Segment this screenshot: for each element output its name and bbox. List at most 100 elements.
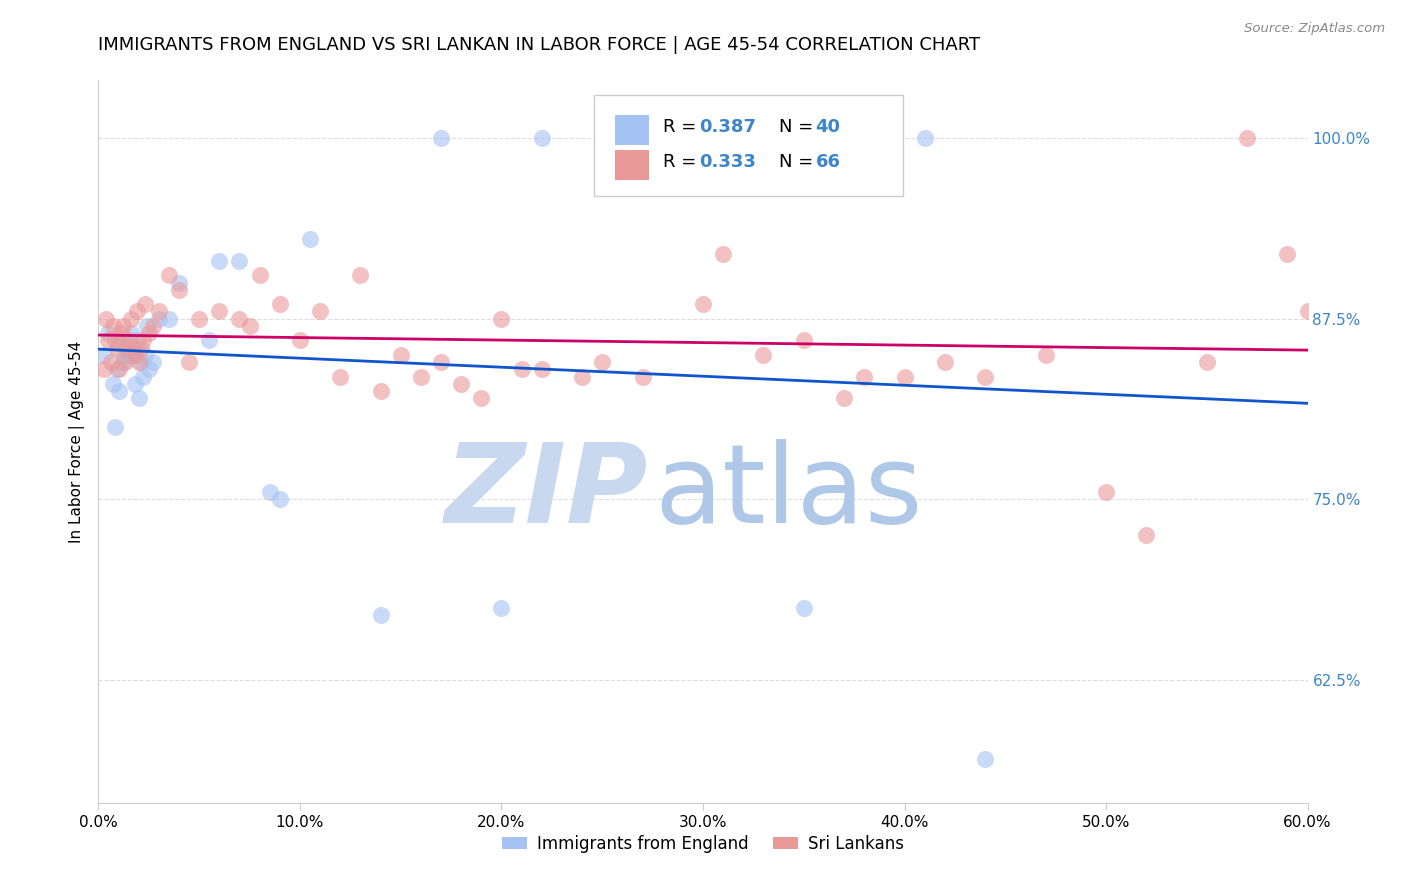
Point	[125, 334, 148, 348]
FancyBboxPatch shape	[614, 115, 648, 145]
Point	[692, 297, 714, 311]
Point	[120, 326, 142, 341]
Text: 0.387: 0.387	[699, 119, 756, 136]
Point	[103, 334, 125, 348]
Point	[208, 254, 231, 268]
Text: IMMIGRANTS FROM ENGLAND VS SRI LANKAN IN LABOR FORCE | AGE 45-54 CORRELATION CHA: IMMIGRANTS FROM ENGLAND VS SRI LANKAN IN…	[98, 36, 980, 54]
Point	[914, 131, 936, 145]
Point	[430, 355, 453, 369]
Point	[97, 334, 120, 348]
Text: Source: ZipAtlas.com: Source: ZipAtlas.com	[1244, 22, 1385, 36]
Point	[571, 369, 593, 384]
Point	[142, 318, 165, 333]
Point	[631, 369, 654, 384]
Point	[110, 326, 132, 341]
Point	[329, 369, 352, 384]
Point	[510, 362, 533, 376]
Text: R =: R =	[664, 119, 702, 136]
Point	[132, 369, 155, 384]
Point	[115, 341, 138, 355]
Point	[370, 607, 392, 622]
Point	[591, 355, 613, 369]
Point	[228, 311, 250, 326]
Point	[134, 348, 156, 362]
Point	[107, 362, 129, 376]
Point	[135, 318, 157, 333]
Point	[114, 348, 136, 362]
Point	[198, 334, 221, 348]
Point	[450, 376, 472, 391]
Point	[1296, 304, 1319, 318]
Point	[129, 341, 152, 355]
Point	[121, 348, 143, 362]
Point	[208, 304, 231, 318]
Point	[124, 348, 146, 362]
Point	[793, 600, 815, 615]
Point	[893, 369, 915, 384]
Point	[110, 334, 132, 348]
Text: N =: N =	[779, 119, 820, 136]
Point	[249, 268, 271, 283]
Point	[530, 362, 553, 376]
Point	[1195, 355, 1218, 369]
Text: 40: 40	[815, 119, 841, 136]
Point	[612, 131, 634, 145]
Point	[111, 318, 134, 333]
Point	[100, 355, 122, 369]
Point	[793, 334, 815, 348]
Text: R =: R =	[664, 153, 702, 171]
Point	[228, 254, 250, 268]
Y-axis label: In Labor Force | Age 45-54: In Labor Force | Age 45-54	[69, 341, 86, 542]
Point	[111, 355, 134, 369]
Point	[138, 326, 160, 341]
Point	[167, 276, 190, 290]
Point	[138, 362, 160, 376]
Point	[832, 391, 855, 405]
Point	[157, 311, 180, 326]
Point	[309, 304, 332, 318]
Point	[167, 283, 190, 297]
Point	[1277, 246, 1299, 260]
Text: 66: 66	[815, 153, 841, 171]
Point	[430, 131, 453, 145]
Point	[389, 348, 412, 362]
Point	[1035, 348, 1057, 362]
Point	[491, 311, 513, 326]
Text: N =: N =	[779, 153, 820, 171]
Point	[530, 131, 553, 145]
Point	[128, 355, 150, 369]
Point	[121, 341, 143, 355]
Point	[1135, 528, 1157, 542]
Point	[93, 362, 115, 376]
Point	[124, 376, 146, 391]
Point	[370, 384, 392, 398]
Point	[188, 311, 211, 326]
FancyBboxPatch shape	[595, 95, 903, 196]
Point	[299, 232, 322, 246]
Point	[129, 355, 152, 369]
Point	[97, 326, 120, 341]
Point	[269, 492, 291, 507]
Point	[259, 485, 281, 500]
Point	[157, 268, 180, 283]
Point	[142, 355, 165, 369]
Legend: Immigrants from England, Sri Lankans: Immigrants from England, Sri Lankans	[495, 828, 911, 860]
Point	[1095, 485, 1118, 500]
Point	[491, 600, 513, 615]
Point	[752, 348, 775, 362]
Point	[134, 297, 156, 311]
Text: ZIP: ZIP	[446, 439, 648, 546]
Point	[103, 420, 125, 434]
Point	[269, 297, 291, 311]
Text: 0.333: 0.333	[699, 153, 756, 171]
Point	[101, 318, 124, 333]
Point	[96, 311, 118, 326]
Point	[692, 131, 714, 145]
Point	[349, 268, 371, 283]
Point	[711, 246, 734, 260]
Point	[132, 334, 155, 348]
Point	[120, 311, 142, 326]
Point	[853, 369, 876, 384]
Point	[288, 334, 311, 348]
Point	[974, 752, 997, 766]
